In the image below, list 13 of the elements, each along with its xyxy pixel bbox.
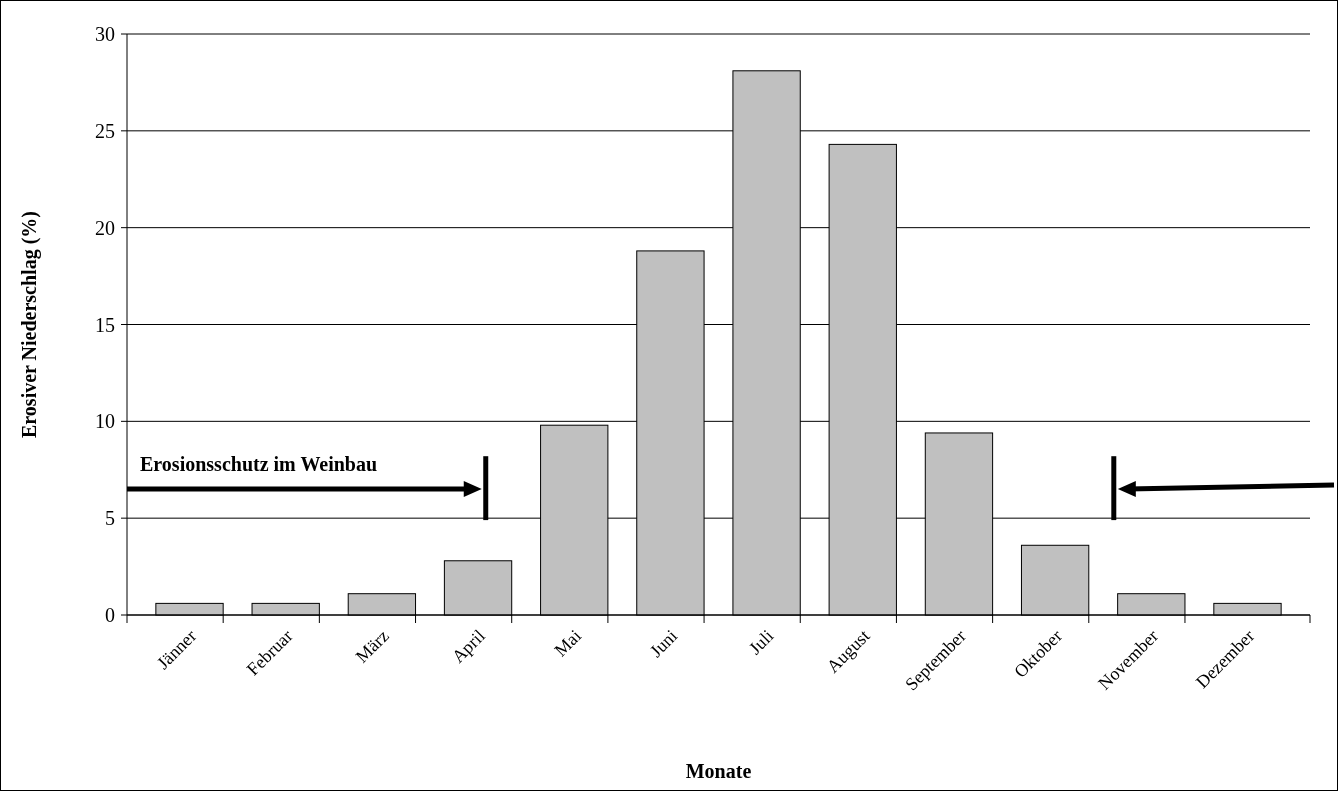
- y-axis-title: Erosiver Niederschlag (%): [18, 210, 41, 439]
- y-tick-label: 30: [95, 23, 115, 45]
- y-tick-label: 10: [95, 410, 115, 433]
- x-axis-title: Monate: [685, 760, 752, 782]
- x-tick-label: Juni: [645, 625, 682, 662]
- x-tick-label: Juli: [744, 625, 778, 659]
- y-tick-label: 5: [105, 507, 115, 530]
- y-tick-label: 20: [95, 216, 115, 239]
- annotation: Erosionsschutz im Weinbau: [140, 453, 378, 476]
- y-tick-label: 15: [95, 313, 115, 336]
- x-tick-label: Mai: [550, 625, 586, 661]
- y-tick-label: 0: [105, 604, 115, 626]
- y-tick-label: 25: [95, 119, 115, 142]
